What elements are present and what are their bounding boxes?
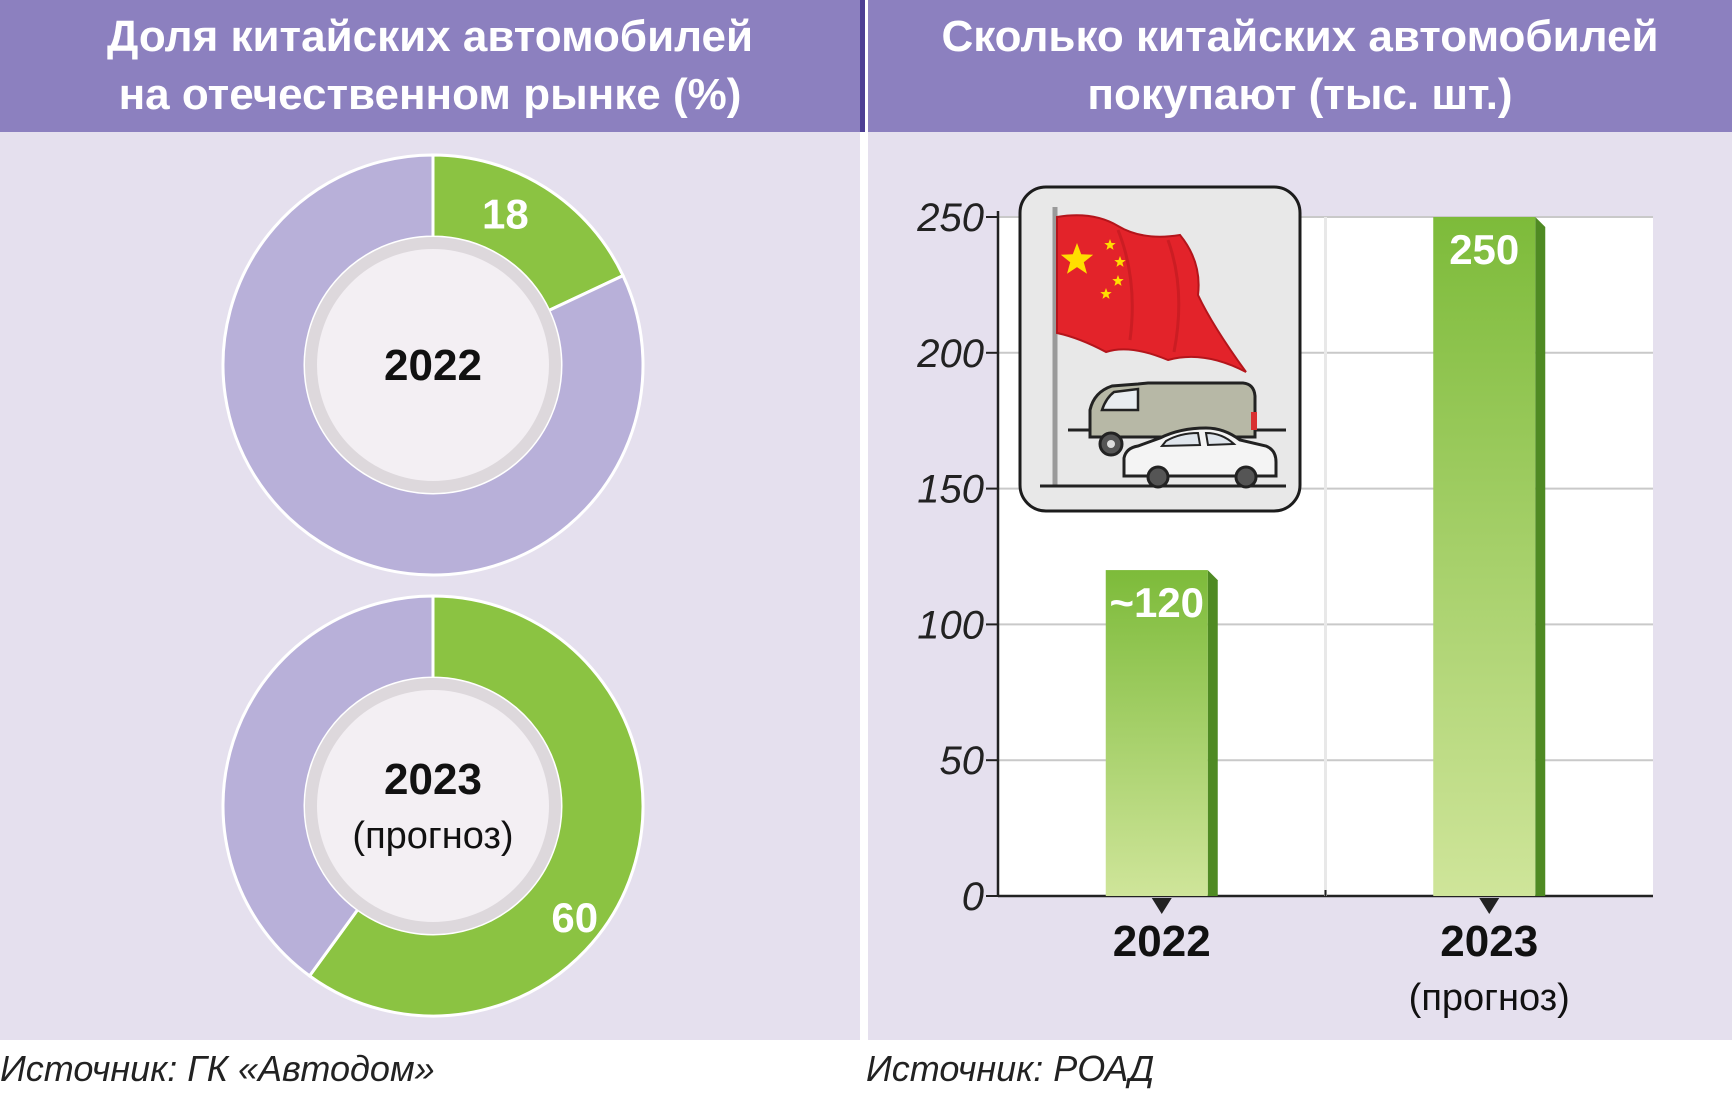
x-category-sublabel: (прогноз): [1409, 977, 1570, 1019]
slice-value-label: 18: [482, 190, 529, 237]
bar-value-label: ~120: [1109, 579, 1204, 626]
y-tick-label: 50: [940, 739, 985, 783]
car-icon: [1040, 426, 1286, 489]
right-title-line1: Сколько китайских автомобилей: [941, 12, 1659, 61]
category-marker: [1479, 898, 1500, 914]
bar: [1433, 217, 1536, 896]
y-tick-label: 250: [916, 196, 984, 240]
category-marker: [1151, 898, 1172, 914]
van-icon: [1068, 381, 1286, 457]
donut-center-year: 2022: [384, 341, 482, 390]
bar-chart: 0 50 100 150 200 250 ~120 2022 250 2023 (прогноз): [916, 185, 1653, 1019]
donut-hole: [317, 690, 549, 922]
slice-value-label: 60: [551, 894, 598, 941]
y-tick-label: 100: [917, 603, 984, 647]
donut-center-sublabel: (прогноз): [352, 815, 513, 857]
y-tick-label: 0: [962, 875, 984, 919]
panel-divider: [860, 0, 868, 1040]
y-tick-label: 150: [917, 468, 984, 512]
left-title-line1: Доля китайских автомобилей: [106, 12, 754, 61]
illustration-box: [1018, 185, 1302, 513]
right-title-line2: покупают (тыс. шт.): [1087, 70, 1513, 119]
y-tick-label: 200: [916, 332, 984, 376]
bar-side: [1535, 217, 1546, 896]
right-panel: Сколько китайских автомобилей покупают (…: [868, 0, 1732, 1040]
right-header: Сколько китайских автомобилей покупают (…: [868, 0, 1732, 132]
donut-center-year: 2023: [384, 755, 482, 804]
right-source: Источник: РОАД: [866, 1048, 1155, 1089]
bar: [1105, 570, 1208, 896]
left-panel: Доля китайских автомобилей на отечествен…: [0, 0, 860, 1040]
left-header: Доля китайских автомобилей на отечествен…: [0, 0, 860, 132]
left-title-line2: на отечественном рынке (%): [118, 70, 742, 119]
bar-value-label: 250: [1449, 226, 1519, 273]
donut-charts: 18 2022 60 2023 (прогноз): [221, 153, 645, 1018]
donut-hole: [317, 249, 549, 481]
left-source: Источник: ГК «Автодом»: [0, 1048, 435, 1089]
bar-side: [1207, 570, 1218, 896]
x-category-label: 2022: [1113, 917, 1211, 966]
x-category-label: 2023: [1440, 917, 1538, 966]
china-flag-icon: [1056, 214, 1247, 373]
